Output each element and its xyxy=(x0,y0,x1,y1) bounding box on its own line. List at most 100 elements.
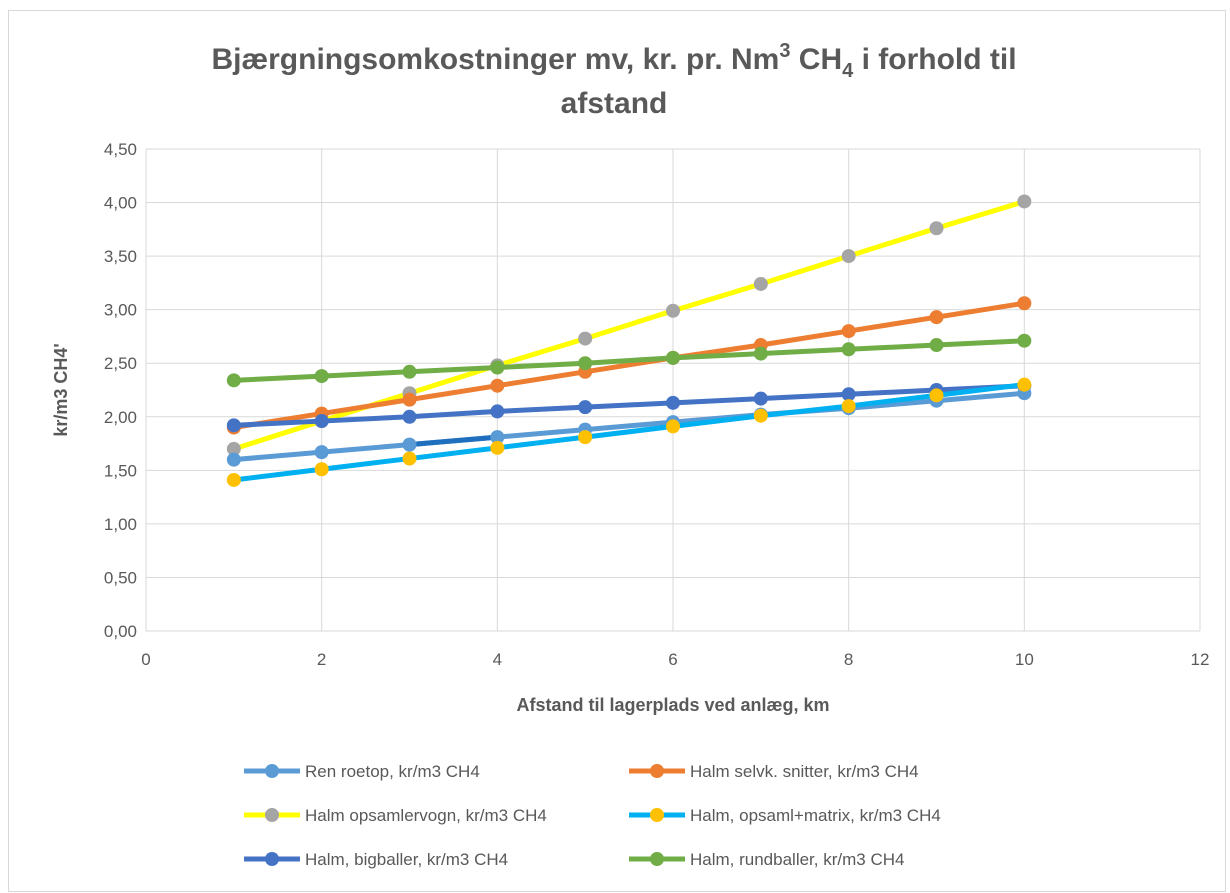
data-point xyxy=(578,331,593,346)
y-tick-label: 2,00 xyxy=(104,408,137,427)
grid-layer xyxy=(145,148,1201,632)
data-point xyxy=(666,395,680,410)
tick-layer: 0,00 0,50 1,00 1,50 2,00 2,50 3,00 3,50 4,00 4,50… xyxy=(104,140,1210,669)
data-point xyxy=(578,356,593,371)
data-point xyxy=(578,430,593,445)
series-line xyxy=(231,338,1027,383)
series-3 xyxy=(226,377,1032,487)
data-point xyxy=(490,404,505,419)
series-5 xyxy=(226,333,1032,388)
data-point xyxy=(314,445,329,460)
data-point xyxy=(1017,333,1032,348)
legend-item: Halm, bigballer, kr/m3 CH4 xyxy=(244,850,508,869)
data-point xyxy=(929,338,944,353)
series-line-segment xyxy=(407,434,500,448)
legend-item: Ren roetop, kr/m3 CH4 xyxy=(244,762,480,781)
data-point xyxy=(929,221,944,236)
series-line xyxy=(231,300,1027,430)
data-point xyxy=(753,346,768,361)
y-tick-label: 4,50 xyxy=(104,140,137,159)
series-line xyxy=(231,383,1027,428)
chart-svg: Bjærgningsomkostninger mv, kr. pr. Nm3 C… xyxy=(51,40,1210,869)
legend-label: Ren roetop, kr/m3 CH4 xyxy=(305,762,480,781)
data-point xyxy=(226,452,241,467)
data-point xyxy=(1017,194,1032,209)
legend: Ren roetop, kr/m3 CH4 Halm selvk. snitter… xyxy=(244,762,941,869)
y-tick-label: 1,50 xyxy=(104,461,137,480)
data-point xyxy=(490,360,505,375)
legend-item: Halm, rundballer, kr/m3 CH4 xyxy=(629,850,904,869)
data-point xyxy=(226,418,241,433)
data-point xyxy=(753,276,768,291)
x-tick-label: 12 xyxy=(1191,650,1210,669)
x-tick-label: 4 xyxy=(493,650,502,669)
chart-title-part2: CH xyxy=(790,43,842,76)
data-point xyxy=(402,364,417,379)
legend-item: Halm, opsaml+matrix, kr/m3 CH4 xyxy=(629,806,941,825)
data-point xyxy=(402,437,417,452)
data-point xyxy=(841,399,856,414)
series-layer xyxy=(226,194,1032,487)
x-axis-title: Afstand til lagerplads ved anlæg, km xyxy=(516,695,829,715)
chart-title-sup: 3 xyxy=(779,40,790,62)
chart-title-line2: afstand xyxy=(561,87,668,120)
data-point xyxy=(753,408,768,423)
y-tick-label: 1,00 xyxy=(104,515,137,534)
data-point xyxy=(226,441,241,456)
chart-title-part3: i forhold til xyxy=(853,43,1016,76)
data-point xyxy=(841,249,856,264)
chart-title-sub: 4 xyxy=(842,60,854,82)
legend-swatch-marker xyxy=(650,764,664,778)
legend-label: Halm opsamlervogn, kr/m3 CH4 xyxy=(305,806,547,825)
data-point xyxy=(490,378,505,393)
legend-label: Halm, bigballer, kr/m3 CH4 xyxy=(305,850,508,869)
data-point xyxy=(841,342,856,357)
legend-item: Halm opsamlervogn, kr/m3 CH4 xyxy=(244,806,547,825)
data-point xyxy=(402,451,417,466)
data-point xyxy=(314,462,329,477)
chart-frame: Bjærgningsomkostninger mv, kr. pr. Nm3 C… xyxy=(8,10,1226,892)
x-tick-label: 2 xyxy=(317,650,326,669)
legend-swatch-marker xyxy=(265,852,279,866)
y-tick-label: 3,50 xyxy=(104,247,137,266)
legend-swatch-marker xyxy=(650,808,664,822)
data-point xyxy=(666,303,680,318)
data-point xyxy=(314,414,329,429)
data-point xyxy=(753,391,768,406)
data-point xyxy=(841,324,856,339)
data-point xyxy=(490,430,505,445)
data-point xyxy=(666,419,680,434)
data-point xyxy=(929,388,944,403)
data-point xyxy=(490,440,505,455)
x-tick-label: 0 xyxy=(141,650,150,669)
legend-label: Halm selvk. snitter, kr/m3 CH4 xyxy=(690,762,919,781)
data-point xyxy=(1017,377,1032,392)
x-tick-label: 6 xyxy=(668,650,677,669)
x-tick-label: 10 xyxy=(1015,650,1034,669)
series-line xyxy=(231,390,1027,463)
x-tick-label: 8 xyxy=(844,650,853,669)
data-point xyxy=(314,369,329,384)
data-point xyxy=(929,310,944,325)
legend-swatch-marker xyxy=(265,764,279,778)
data-point xyxy=(226,373,241,388)
y-tick-label: 2,50 xyxy=(104,354,137,373)
legend-label: Halm, rundballer, kr/m3 CH4 xyxy=(690,850,904,869)
chart-title: Bjærgningsomkostninger mv, kr. pr. Nm3 C… xyxy=(211,40,1016,82)
y-tick-label: 3,00 xyxy=(104,301,137,320)
legend-swatch-marker xyxy=(265,808,279,822)
data-point xyxy=(666,350,680,365)
y-tick-label: 0,00 xyxy=(104,622,137,641)
data-point xyxy=(578,400,593,415)
y-axis-title: kr/m3 CH4' xyxy=(51,343,71,436)
data-point xyxy=(841,387,856,402)
y-tick-label: 4,00 xyxy=(104,194,137,213)
legend-item: Halm selvk. snitter, kr/m3 CH4 xyxy=(629,762,919,781)
data-point xyxy=(402,409,417,424)
series-line xyxy=(231,382,1027,483)
legend-swatch-marker xyxy=(650,852,664,866)
legend-label: Halm, opsaml+matrix, kr/m3 CH4 xyxy=(690,806,941,825)
data-point xyxy=(226,472,241,487)
data-point xyxy=(402,392,417,407)
y-tick-label: 0,50 xyxy=(104,568,137,587)
